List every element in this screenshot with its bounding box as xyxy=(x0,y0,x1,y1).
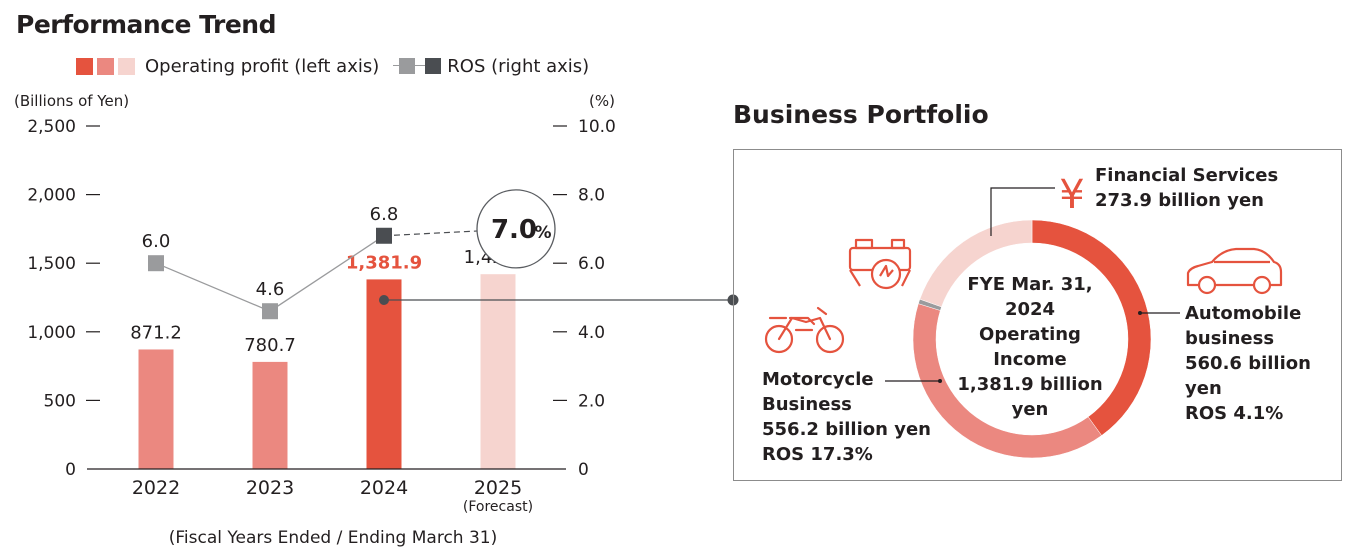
right-tick-label: 2.0 xyxy=(578,391,605,411)
right-tick-label: 8.0 xyxy=(578,186,605,206)
left-tick-label: 500 xyxy=(44,391,76,411)
ros-value-label-2024: 6.8 xyxy=(370,204,399,225)
motorcycle-leader-dot xyxy=(938,379,942,383)
right-tick-label: 10.0 xyxy=(578,117,616,137)
ros-forecast-unit: % xyxy=(534,223,551,243)
left-tick-label: 2,500 xyxy=(27,117,76,137)
ros-value-label-2022: 6.0 xyxy=(142,231,171,252)
category-label-2024: 2024 xyxy=(360,477,408,499)
category-label-2023: 2023 xyxy=(246,477,294,499)
legend-swatch-light xyxy=(118,57,135,75)
bar-value-label-2023: 780.7 xyxy=(244,335,296,356)
right-tick-label: 0 xyxy=(578,460,589,480)
bar-2025 xyxy=(480,274,516,469)
ros-marker-2024 xyxy=(376,227,392,244)
bar-value-label-2024: 1,381.9 xyxy=(346,252,422,273)
ros-marker-2023 xyxy=(262,303,278,320)
svg-text:¥: ¥ xyxy=(1059,172,1084,218)
left-axis-unit: (Billions of Yen) xyxy=(14,92,129,110)
automobile-leader-dot xyxy=(1138,311,1142,315)
center-line-2: 2024 xyxy=(1004,299,1056,320)
financial-services-value: 273.9 billion yen xyxy=(1095,190,1264,211)
chart-legend: Operating profit (left axis) ROS (right … xyxy=(76,54,603,78)
ros-marker-2022 xyxy=(148,255,164,272)
yen-icon: ¥ xyxy=(1059,172,1084,218)
center-line-6: yen xyxy=(1011,399,1049,420)
automobile-ros: ROS 4.1% xyxy=(1185,403,1284,424)
automobile-value-line1: 560.6 billion xyxy=(1185,353,1311,374)
bar-2023 xyxy=(252,361,288,469)
financial-services-name: Financial Services xyxy=(1095,165,1279,186)
legend-line-label: ROS (right axis) xyxy=(447,55,590,77)
category-note-2025: (Forecast) xyxy=(463,499,533,515)
center-line-1: FYE Mar. 31, xyxy=(967,274,1093,295)
automobile-label: Automobile business 560.6 billion yen RO… xyxy=(1185,301,1311,426)
automobile-value-line2: yen xyxy=(1185,378,1222,399)
motorcycle-value: 556.2 billion yen xyxy=(762,419,931,440)
car-icon xyxy=(1186,247,1283,295)
right-axis-unit: (%) xyxy=(589,92,615,110)
right-tick-label: 6.0 xyxy=(578,254,605,274)
motorcycle-name-line2: Business xyxy=(762,394,852,415)
donut-segment-financial-services xyxy=(919,219,1033,308)
left-tick-label: 0 xyxy=(65,460,76,480)
bar-2022 xyxy=(138,349,174,469)
x-axis-label: (Fiscal Years Ended / Ending March 31) xyxy=(169,528,497,548)
donut-center-label: FYE Mar. 31, 2024 Operating Income 1,381… xyxy=(950,272,1110,422)
financial-services-label: Financial Services 273.9 billion yen xyxy=(1095,163,1278,213)
left-tick-label: 1,000 xyxy=(27,323,76,343)
category-label-2025: 2025 xyxy=(474,477,522,499)
business-portfolio-title: Business Portfolio xyxy=(733,100,989,129)
automobile-name-line1: Automobile xyxy=(1185,303,1302,324)
financial-leader-line xyxy=(990,187,1055,236)
power-products-icon xyxy=(848,238,912,290)
center-line-3: Operating xyxy=(979,324,1081,345)
center-line-4: Income xyxy=(993,349,1067,370)
left-tick-label: 2,000 xyxy=(27,186,76,206)
legend-swatch-mid xyxy=(97,57,114,75)
center-line-5: 1,381.9 billion xyxy=(957,374,1103,395)
performance-trend-title: Performance Trend xyxy=(16,10,276,39)
bar-value-label-2022: 871.2 xyxy=(130,322,182,343)
ros-forecast-callout xyxy=(476,189,556,269)
legend-ros-marker xyxy=(393,56,442,76)
ros-value-label-2023: 4.6 xyxy=(256,279,285,300)
legend-bar-label: Operating profit (left axis) xyxy=(145,55,380,77)
motorcycle-label: Motorcycle Business 556.2 billion yen RO… xyxy=(762,367,931,467)
motorcycle-name-line1: Motorcycle xyxy=(762,369,874,390)
left-tick-label: 1,500 xyxy=(27,254,76,274)
automobile-name-line2: business xyxy=(1185,328,1275,349)
business-portfolio-box xyxy=(733,149,1342,481)
ros-forecast-line xyxy=(383,230,480,237)
category-label-2022: 2022 xyxy=(132,477,180,499)
ros-forecast-value: 7.0 xyxy=(491,215,537,245)
legend-swatch-dark xyxy=(76,57,93,75)
motorcycle-icon xyxy=(764,306,845,354)
right-tick-label: 4.0 xyxy=(578,323,605,343)
bar-2024 xyxy=(366,279,402,469)
motorcycle-ros: ROS 17.3% xyxy=(762,444,873,465)
portfolio-connector-start-dot xyxy=(379,295,389,305)
